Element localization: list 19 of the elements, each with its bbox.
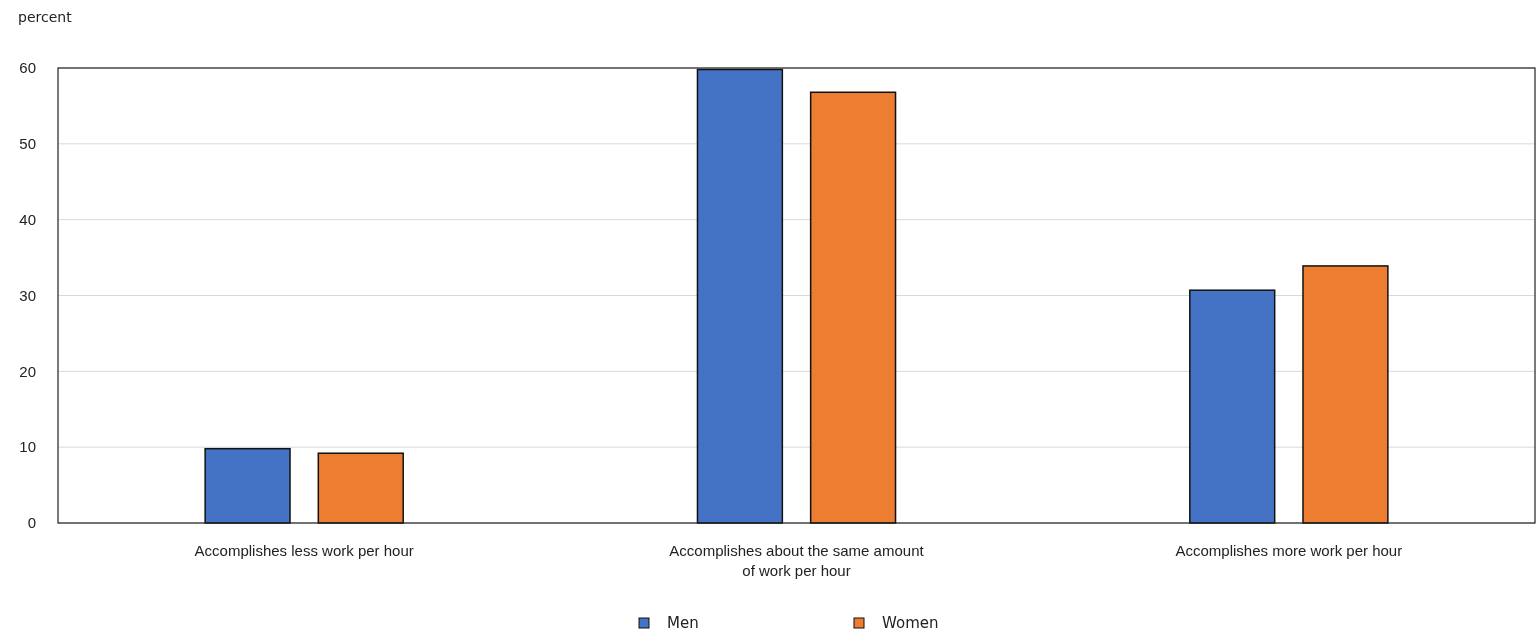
legend-label: Women (882, 614, 939, 632)
y-tick-label: 60 (19, 59, 36, 77)
x-tick-label: Accomplishes less work per hour (194, 541, 414, 559)
y-tick-label: 10 (19, 438, 36, 456)
y-tick-label: 20 (19, 362, 36, 380)
y-tick-label: 30 (19, 286, 36, 304)
bar (1189, 289, 1276, 524)
bar (317, 452, 404, 524)
y-tick-label: 40 (19, 210, 36, 228)
bar (696, 68, 784, 524)
bar (1302, 265, 1389, 524)
bar (809, 91, 897, 524)
x-tick-label: Accomplishes more work per hour (1175, 541, 1403, 559)
bar (204, 447, 291, 524)
y-tick-label: 50 (19, 135, 36, 153)
y-axis-title: percent (18, 9, 73, 25)
y-tick-label: 0 (27, 514, 36, 532)
x-tick-label: Accomplishes about the same amount of work per hour (669, 541, 925, 579)
legend-label: Men (667, 614, 699, 632)
